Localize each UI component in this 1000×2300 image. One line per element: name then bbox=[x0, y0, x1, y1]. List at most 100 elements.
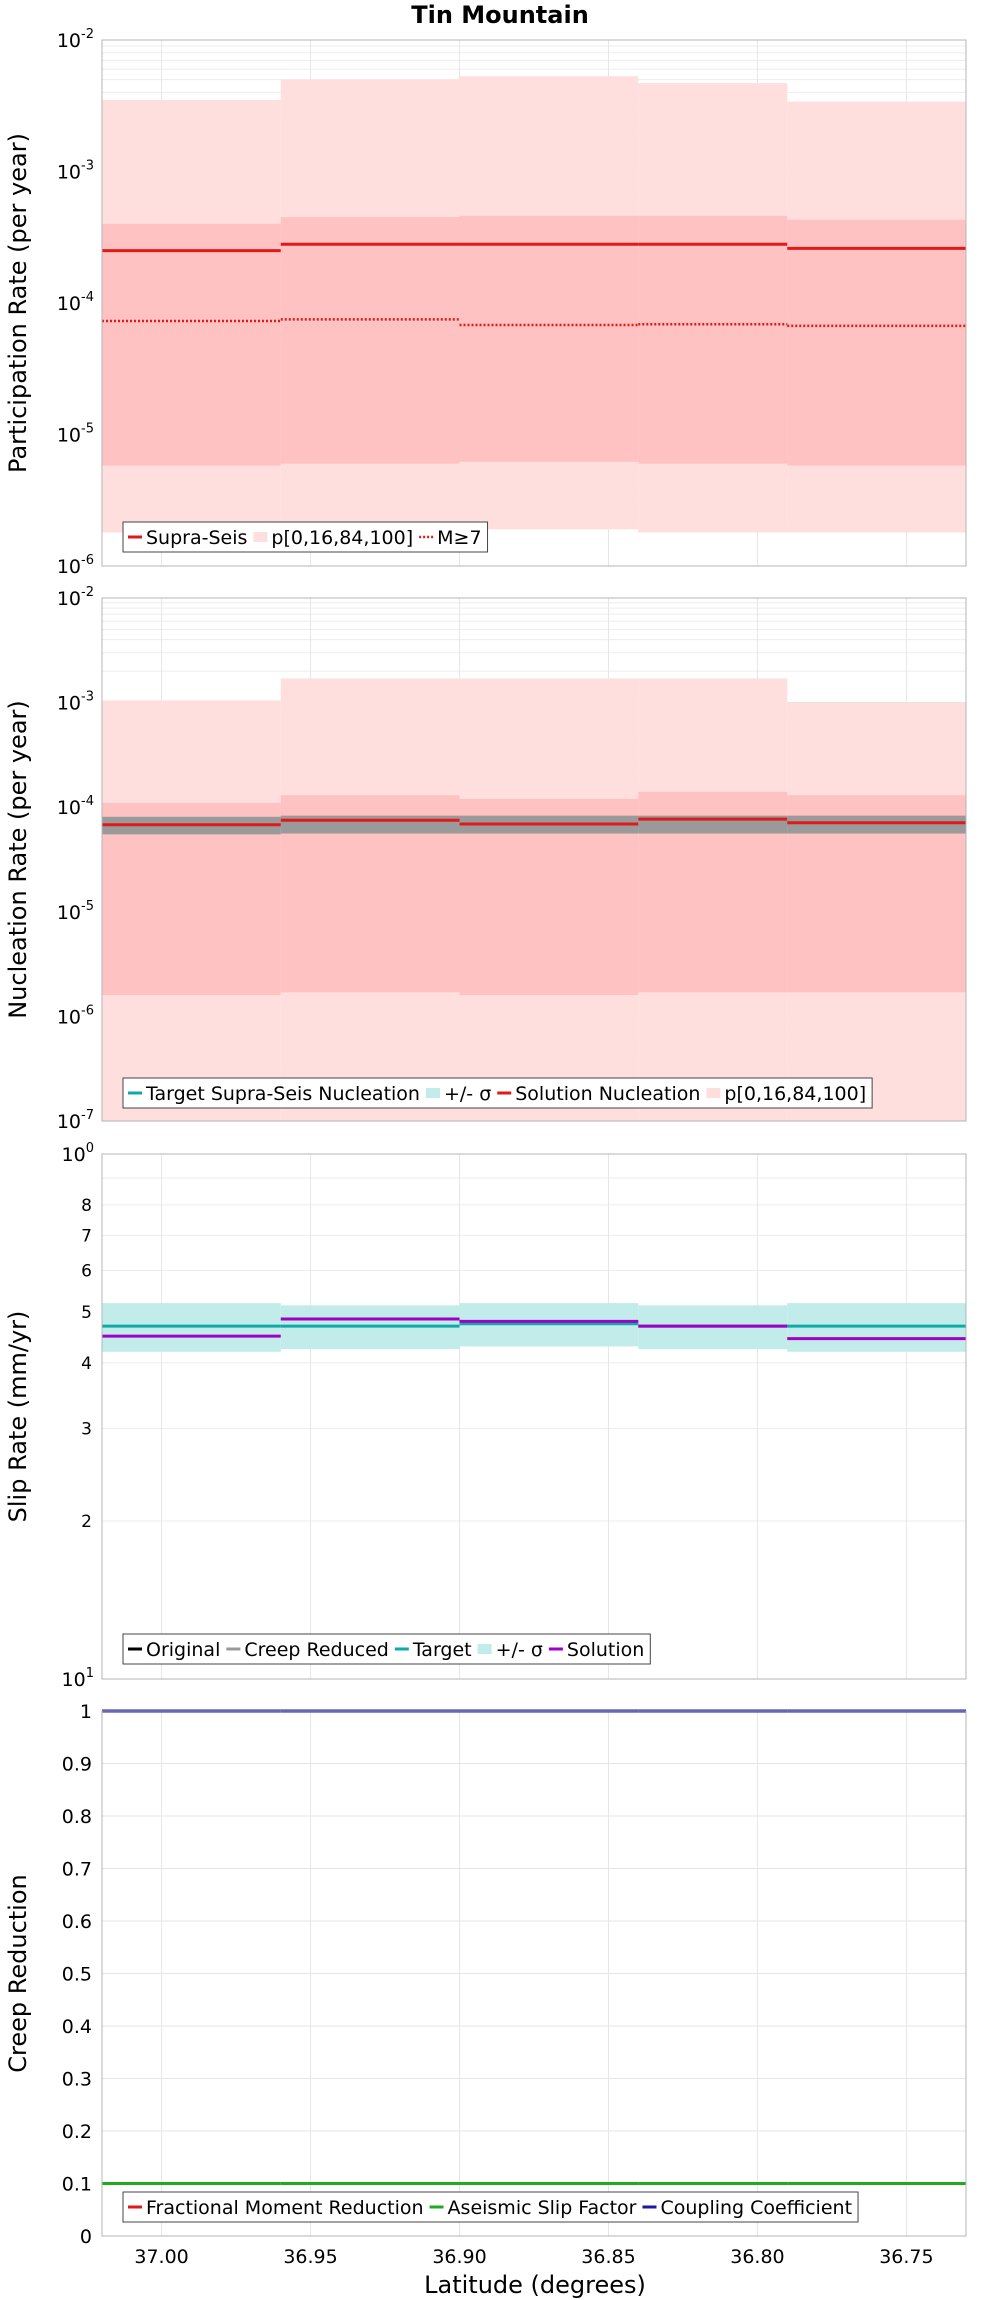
plot-frame bbox=[101, 1153, 967, 1680]
legend: Original Creep Reduced Target +/- σ Solution bbox=[122, 1633, 651, 1665]
x-tick-label: 36.75 bbox=[879, 2246, 933, 2268]
y-tick-label: 0.9 bbox=[62, 1754, 92, 1776]
y-tick-label: 10-4 bbox=[57, 290, 94, 315]
legend-swatch bbox=[477, 1644, 492, 1654]
legend-item: +/- σ bbox=[477, 1639, 543, 1661]
x-axis-label: Latitude (degrees) bbox=[424, 2271, 646, 2299]
panel-participation: 10-2 10-3 10-4 10-5 10-6 Participation Rate (… bbox=[4, 27, 967, 578]
x-tick-label: 36.80 bbox=[730, 2246, 784, 2268]
legend-item: Aseismic Slip Factor bbox=[429, 2197, 637, 2219]
y-tick-label: 10-6 bbox=[57, 553, 94, 578]
legend-label: p[0,16,84,100] bbox=[271, 527, 413, 549]
legend-item: +/- σ bbox=[425, 1083, 491, 1105]
y-tick-label: 0.3 bbox=[62, 2069, 92, 2091]
band-segment bbox=[102, 223, 281, 466]
legend-item: Solution bbox=[548, 1639, 644, 1661]
y-axis-label: Slip Rate (mm/yr) bbox=[4, 1311, 32, 1523]
y-axis-label: Nucleation Rate (per year) bbox=[4, 700, 32, 1019]
y-tick-label: 0.1 bbox=[62, 2174, 92, 2196]
y-tick-label: 0.6 bbox=[62, 1911, 92, 1933]
y-tick-label: 10-2 bbox=[57, 27, 94, 52]
y-tick-label: 0.4 bbox=[62, 2016, 92, 2038]
y-minor-tick-label: 8 bbox=[81, 1196, 92, 1216]
y-tick-label: 10-2 bbox=[57, 585, 94, 610]
legend-item: Target Supra-Seis Nucleation bbox=[128, 1083, 420, 1105]
x-tick-label: 36.85 bbox=[581, 2246, 635, 2268]
legend-item: Fractional Moment Reduction bbox=[128, 2197, 424, 2219]
legend-label: Solution Nucleation bbox=[515, 1083, 700, 1105]
legend-label: M≥7 bbox=[437, 527, 481, 549]
y-axis-label: Creep Reduction bbox=[4, 1874, 32, 2072]
y-minor-tick-label: 3 bbox=[81, 1420, 92, 1440]
plot-frame bbox=[101, 1710, 967, 2237]
legend-label: p[0,16,84,100] bbox=[724, 1083, 866, 1105]
panel-creep: 1 0.9 0.8 0.7 0.6 0.5 0.4 0.3 0.2 0.1 0 Creep Reduc… bbox=[4, 1701, 967, 2248]
x-tick-label: 36.95 bbox=[283, 2246, 337, 2268]
band-p-16-84- bbox=[102, 215, 966, 466]
y-tick-label: 0.7 bbox=[62, 1859, 92, 1881]
y-tick-labels: 1 0.9 0.8 0.7 0.6 0.5 0.4 0.3 0.2 0.1 0 bbox=[62, 1701, 92, 2248]
legend-label: Fractional Moment Reduction bbox=[146, 2197, 424, 2219]
y-tick-label: 0 bbox=[80, 2226, 92, 2248]
plot-frame bbox=[101, 39, 967, 567]
series-solution bbox=[102, 1317, 966, 1341]
chart-title: Tin Mountain bbox=[411, 1, 589, 29]
y-tick-label: 10-7 bbox=[57, 1108, 94, 1133]
legend-swatch bbox=[253, 532, 268, 542]
legend-label: Solution bbox=[567, 1639, 644, 1661]
series-m≥7 bbox=[102, 318, 966, 328]
legend-item: p[0,16,84,100] bbox=[706, 1083, 866, 1105]
legend-item: M≥7 bbox=[419, 527, 482, 549]
y-tick-labels: 100 101 8 7 6 5 4 3 2 bbox=[62, 1141, 94, 1691]
panel-slip_rate: 100 101 8 7 6 5 4 3 2 Slip Rate (mm/yr) Original Cr… bbox=[4, 1141, 967, 1691]
legend-item: Supra-Seis bbox=[128, 527, 247, 549]
y-tick-label: 10-3 bbox=[57, 159, 94, 184]
y-minor-tick-label: 7 bbox=[81, 1226, 92, 1246]
legend-swatch bbox=[706, 1088, 721, 1098]
y-minor-tick-label: 5 bbox=[81, 1303, 92, 1323]
y-tick-labels: 10-2 10-3 10-4 10-5 10-6 10-7 bbox=[57, 585, 94, 1133]
y-minor-tick-label: 6 bbox=[81, 1261, 92, 1281]
x-tick-label: 36.90 bbox=[432, 2246, 486, 2268]
x-tick-labels: 37.00 36.95 36.90 36.85 36.80 36.75 bbox=[134, 2246, 933, 2268]
legend-box bbox=[122, 2191, 859, 2223]
y-tick-label: 10-5 bbox=[57, 899, 94, 924]
plot-area bbox=[102, 1154, 966, 1679]
legend-label: +/- σ bbox=[444, 1083, 491, 1105]
legend-item: Target bbox=[394, 1639, 472, 1661]
y-tick-label: 0.8 bbox=[62, 1806, 92, 1828]
legend-label: Original bbox=[146, 1639, 220, 1661]
y-minor-tick-label: 2 bbox=[81, 1512, 92, 1532]
legend-label: Coupling Coefficient bbox=[660, 2197, 852, 2219]
legend-box bbox=[122, 521, 489, 553]
y-tick-label: 10-5 bbox=[57, 422, 94, 447]
plot-frame bbox=[101, 597, 967, 1122]
legend-swatch bbox=[425, 1088, 440, 1098]
legend-label: +/- σ bbox=[496, 1639, 543, 1661]
y-tick-label: 101 bbox=[62, 1666, 94, 1691]
band-segment bbox=[459, 215, 639, 462]
legend-item: Solution Nucleation bbox=[497, 1083, 700, 1105]
y-minor-tick-label: 4 bbox=[81, 1354, 92, 1374]
legend: Fractional Moment Reduction Aseismic Slip… bbox=[122, 2191, 859, 2223]
legend-item: Original bbox=[128, 1639, 220, 1661]
y-tick-label: 10-3 bbox=[57, 690, 94, 715]
legend-label: Creep Reduced bbox=[244, 1639, 388, 1661]
y-tick-label: 0.2 bbox=[62, 2121, 92, 2143]
legend: Target Supra-Seis Nucleation +/- σ Solutio… bbox=[122, 1077, 873, 1109]
y-tick-label: 100 bbox=[62, 1141, 94, 1166]
legend-label: Target Supra-Seis Nucleation bbox=[145, 1083, 420, 1105]
series-solution-nucleation bbox=[102, 817, 966, 827]
legend-item: Creep Reduced bbox=[226, 1639, 389, 1661]
legend-label: Aseismic Slip Factor bbox=[448, 2197, 637, 2219]
y-tick-label: 10-6 bbox=[57, 1003, 94, 1028]
panel-nucleation: 10-2 10-3 10-4 10-5 10-6 10-7 Nucleation Rate … bbox=[4, 585, 967, 1133]
legend: Supra-Seis p[0,16,84,100] M≥7 bbox=[122, 521, 489, 553]
legend-item: Coupling Coefficient bbox=[642, 2197, 852, 2219]
band-segment bbox=[102, 802, 281, 996]
legend-label: Target bbox=[412, 1639, 472, 1661]
x-tick-label: 37.00 bbox=[134, 2246, 188, 2268]
y-axis-label: Participation Rate (per year) bbox=[4, 133, 32, 473]
y-tick-label: 0.5 bbox=[62, 1964, 92, 1986]
series-supra-seis bbox=[102, 242, 966, 253]
